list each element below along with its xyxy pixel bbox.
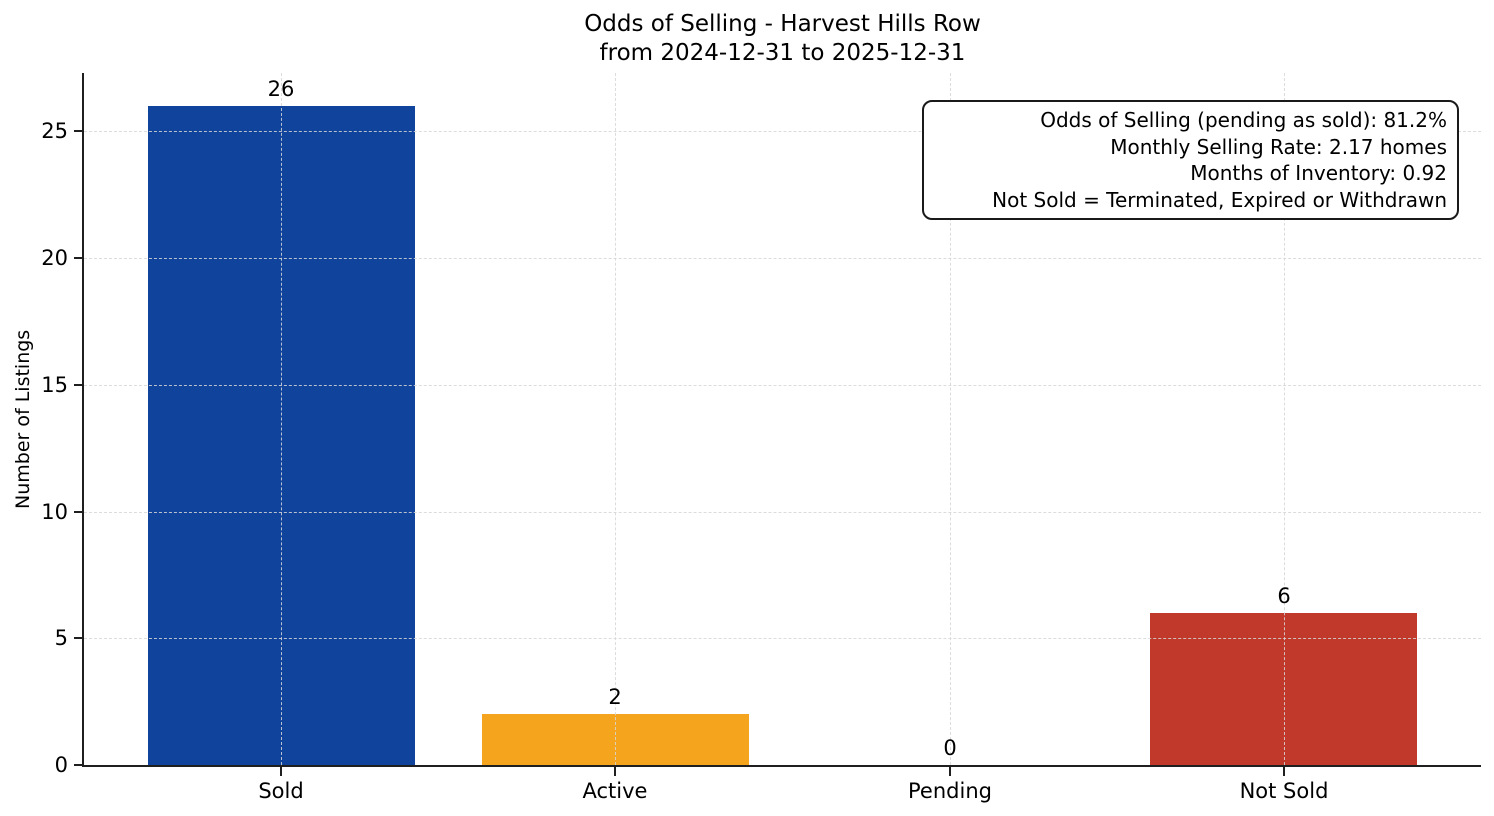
y-tick-mark-5 [74, 637, 84, 639]
bar-value-label-not-sold: 6 [1277, 584, 1291, 608]
v-gridline-not-sold [1284, 73, 1285, 765]
h-gridline-25 [84, 131, 1481, 132]
x-axis-spine [82, 765, 1481, 767]
x-tick-mark-sold [280, 767, 282, 776]
x-category-label-sold: Sold [258, 779, 304, 803]
annotation-odds-of-selling: Odds of Selling (pending as sold): 81.2% [1040, 108, 1447, 132]
stats-annotation-box: Odds of Selling (pending as sold): 81.2%… [922, 100, 1459, 220]
bar-value-label-sold: 26 [267, 77, 295, 101]
v-gridline-pending [950, 73, 951, 765]
y-tick-label-10: 10 [41, 500, 68, 524]
annotation-months-of-inventory: Months of Inventory: 0.92 [1190, 161, 1447, 185]
y-axis-spine [82, 73, 84, 767]
y-tick-label-25: 25 [41, 119, 68, 143]
chart-title-block: Odds of Selling - Harvest Hills Row from… [84, 10, 1481, 68]
chart-title: Odds of Selling - Harvest Hills Row [584, 11, 981, 37]
y-tick-mark-20 [74, 257, 84, 259]
h-gridline-10 [84, 512, 1481, 513]
v-gridline-sold [281, 73, 282, 765]
x-category-label-pending: Pending [908, 779, 992, 803]
x-category-label-active: Active [582, 779, 648, 803]
y-tick-mark-15 [74, 384, 84, 386]
x-tick-mark-pending [949, 767, 951, 776]
h-gridline-20 [84, 258, 1481, 259]
y-axis-label: Number of Listings [12, 329, 34, 509]
h-gridline-15 [84, 385, 1481, 386]
y-tick-label-5: 5 [54, 626, 68, 650]
bar-value-label-pending: 0 [943, 736, 957, 760]
x-category-label-not-sold: Not Sold [1239, 779, 1329, 803]
x-tick-mark-active [614, 767, 616, 776]
y-tick-mark-25 [74, 130, 84, 132]
v-gridline-active [615, 73, 616, 765]
h-gridline-5 [84, 638, 1481, 639]
chart-subtitle: from 2024-12-31 to 2025-12-31 [599, 40, 966, 66]
y-tick-label-0: 0 [54, 753, 68, 777]
y-tick-label-20: 20 [41, 246, 68, 270]
annotation-monthly-selling-rate: Monthly Selling Rate: 2.17 homes [1110, 134, 1447, 159]
y-tick-mark-10 [74, 511, 84, 513]
bar-value-label-active: 2 [608, 685, 622, 709]
y-tick-mark-0 [74, 764, 84, 766]
y-tick-label-15: 15 [41, 373, 68, 397]
x-tick-mark-not-sold [1283, 767, 1285, 776]
annotation-not-sold-definition: Not Sold = Terminated, Expired or Withdr… [992, 187, 1447, 212]
